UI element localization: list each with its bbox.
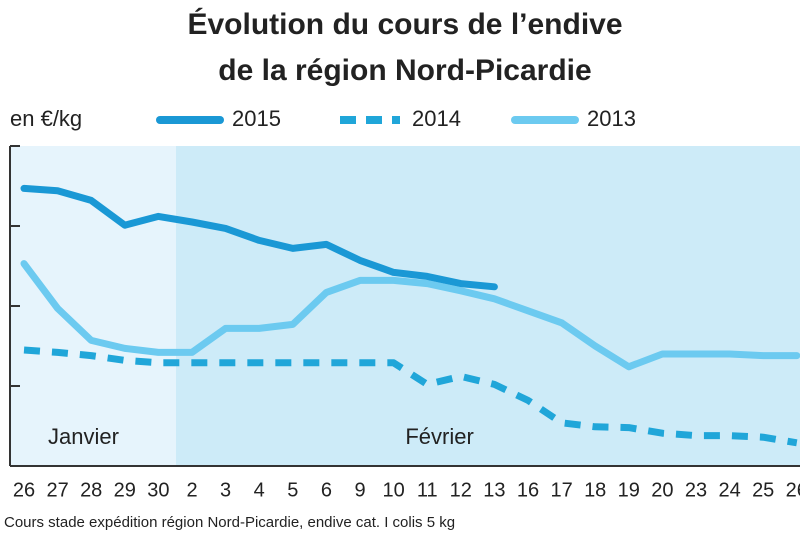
x-tick-label: 18 (584, 479, 606, 501)
x-tick-label: 26 (13, 479, 35, 501)
x-tick-label: 2 (186, 479, 197, 501)
x-tick-label: 12 (450, 479, 472, 501)
february-band (176, 146, 800, 466)
x-tick-label: 28 (80, 479, 102, 501)
x-tick-label: 6 (321, 479, 332, 501)
x-tick-label: 11 (417, 479, 438, 501)
x-tick-label: 29 (114, 479, 136, 501)
x-tick-label: 30 (147, 479, 169, 501)
x-tick-label: 13 (483, 479, 505, 501)
x-tick-label: 9 (354, 479, 365, 501)
chart-title: Évolution du cours de l’endive (187, 7, 622, 41)
x-tick-label: 4 (254, 479, 265, 501)
january-band (10, 146, 176, 466)
x-tick-label: 19 (618, 479, 640, 501)
legend-label: 2013 (587, 106, 636, 131)
chart-title: de la région Nord-Picardie (218, 54, 591, 87)
x-tick-label: 26 (786, 479, 800, 501)
series-line (20, 260, 800, 371)
x-tick-label: 25 (752, 479, 774, 501)
x-tick-label: 16 (517, 479, 539, 501)
x-tick-label: 17 (550, 479, 572, 501)
legend-label: 2014 (412, 106, 461, 131)
series-line (20, 184, 498, 291)
x-tick-label: 10 (382, 479, 404, 501)
x-tick-label: 27 (46, 479, 68, 501)
legend-label: 2015 (232, 106, 281, 131)
month-label: Janvier (48, 424, 119, 449)
x-tick-label: 23 (685, 479, 707, 501)
month-label: Février (405, 424, 473, 449)
x-tick-label: 20 (651, 479, 673, 501)
x-tick-label: 24 (718, 479, 740, 501)
x-tick-label: 3 (220, 479, 231, 501)
x-tick-label: 5 (287, 479, 298, 501)
footnote: Cours stade expédition région Nord-Picar… (4, 514, 455, 531)
y-axis-label: en €/kg (10, 106, 82, 131)
